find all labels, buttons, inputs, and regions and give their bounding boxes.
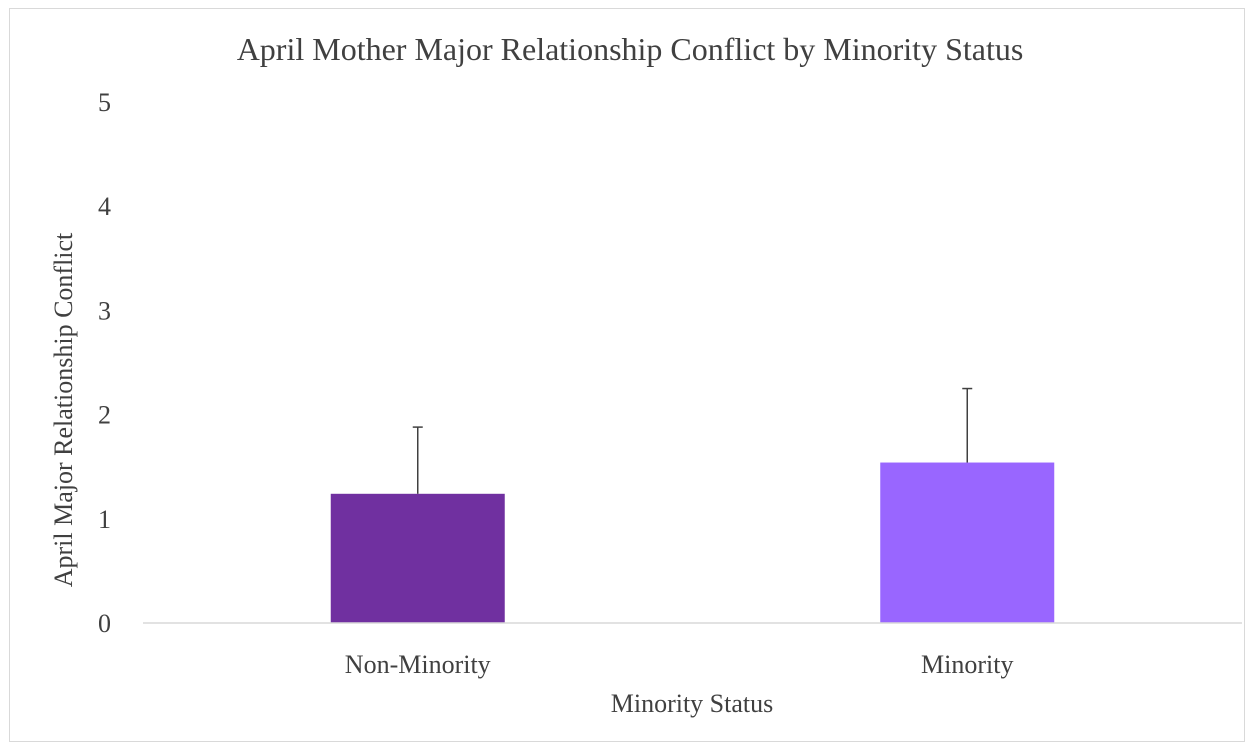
y-tick-label: 0 (98, 609, 111, 638)
y-tick-label: 1 (98, 505, 111, 534)
y-axis-title: April Major Relationship Conflict (49, 232, 78, 587)
bar-non-minority (330, 493, 505, 623)
y-tick-label: 2 (98, 401, 111, 430)
y-tick-label: 3 (98, 296, 111, 325)
bar-minority (880, 462, 1055, 623)
y-tick-label: 5 (98, 88, 111, 117)
x-tick-label: Non-Minority (345, 650, 491, 679)
x-axis-title: Minority Status (611, 689, 774, 718)
x-tick-label: Minority (921, 650, 1013, 679)
chart-title: April Mother Major Relationship Conflict… (237, 31, 1024, 67)
y-tick-label: 4 (98, 192, 111, 221)
